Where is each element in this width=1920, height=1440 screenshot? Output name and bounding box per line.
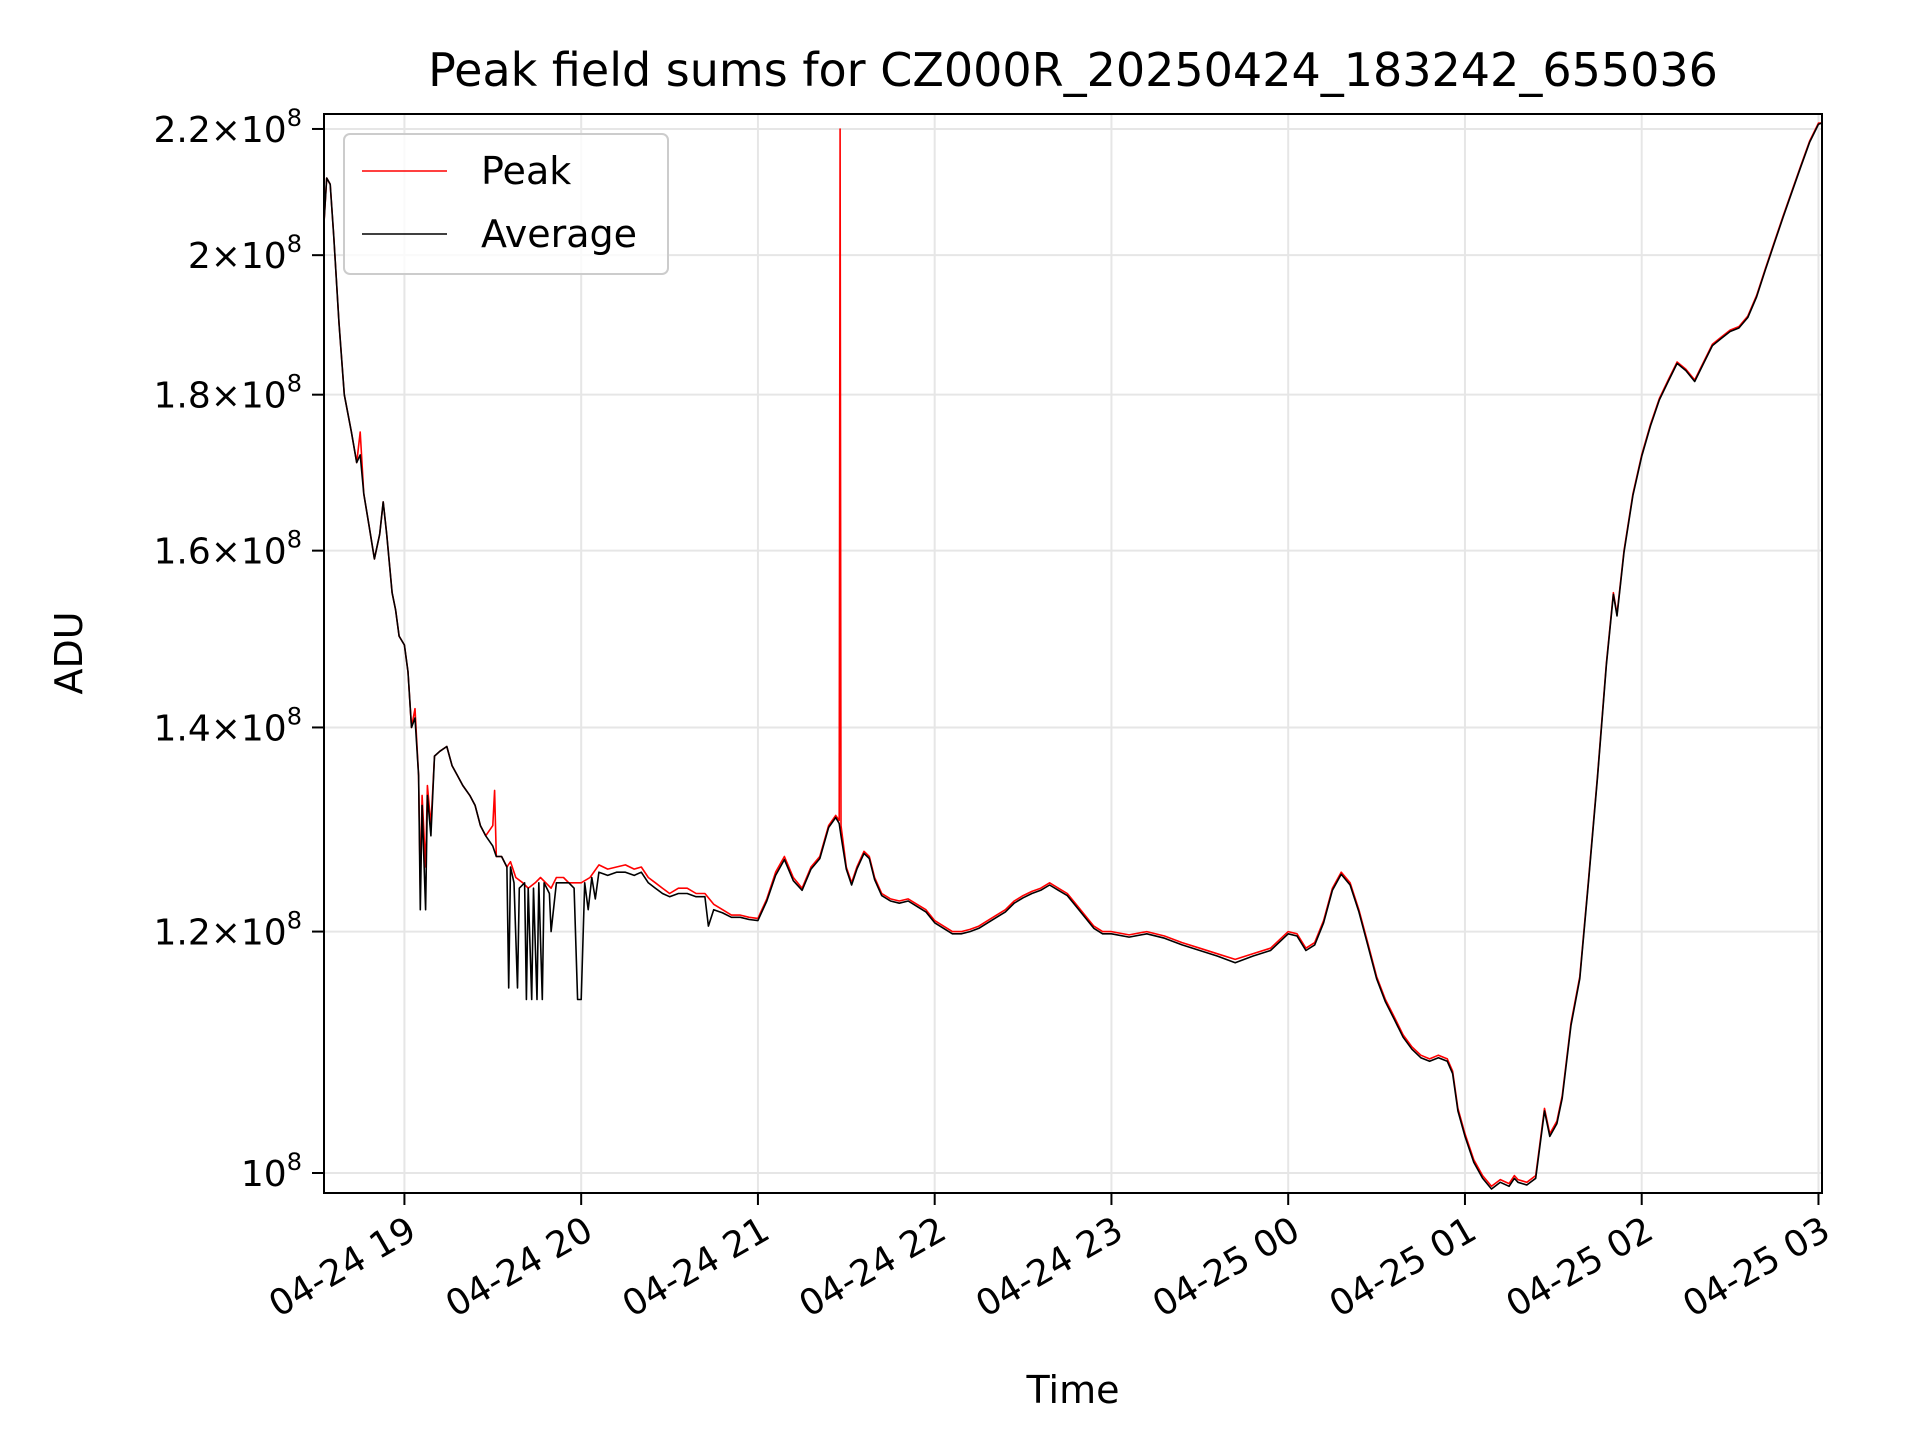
- axes-frame: [323, 113, 1823, 1194]
- y-axis: 108 1.2×108 1.4×108 1.6×108 1.8×108 2×108 2.2×…: [153, 104, 324, 1195]
- chart-title: Peak field sums for CZ000R_20250424_1832…: [428, 43, 1718, 97]
- x-axis-label: Time: [1026, 1368, 1120, 1412]
- y-tick-label: 1.8×108: [153, 370, 302, 417]
- y-tick-label: 1.2×108: [153, 907, 302, 954]
- y-tick-label: 2×108: [188, 230, 302, 277]
- y-axis-label: ADU: [47, 611, 91, 694]
- legend-label-peak: Peak: [481, 149, 571, 193]
- legend-box: [343, 133, 669, 275]
- y-tick-label: 1.6×108: [153, 526, 302, 573]
- legend-label-average: Average: [481, 212, 637, 256]
- grid: [324, 114, 1822, 1193]
- y-tick-label: 2.2×108: [153, 104, 302, 151]
- legend: Peak Average: [343, 133, 669, 275]
- y-tick-label: 1.4×108: [153, 702, 302, 749]
- y-tick-label: 108: [241, 1148, 302, 1195]
- plot-area: [323, 122, 1823, 1190]
- series-line-average: [323, 122, 1823, 1190]
